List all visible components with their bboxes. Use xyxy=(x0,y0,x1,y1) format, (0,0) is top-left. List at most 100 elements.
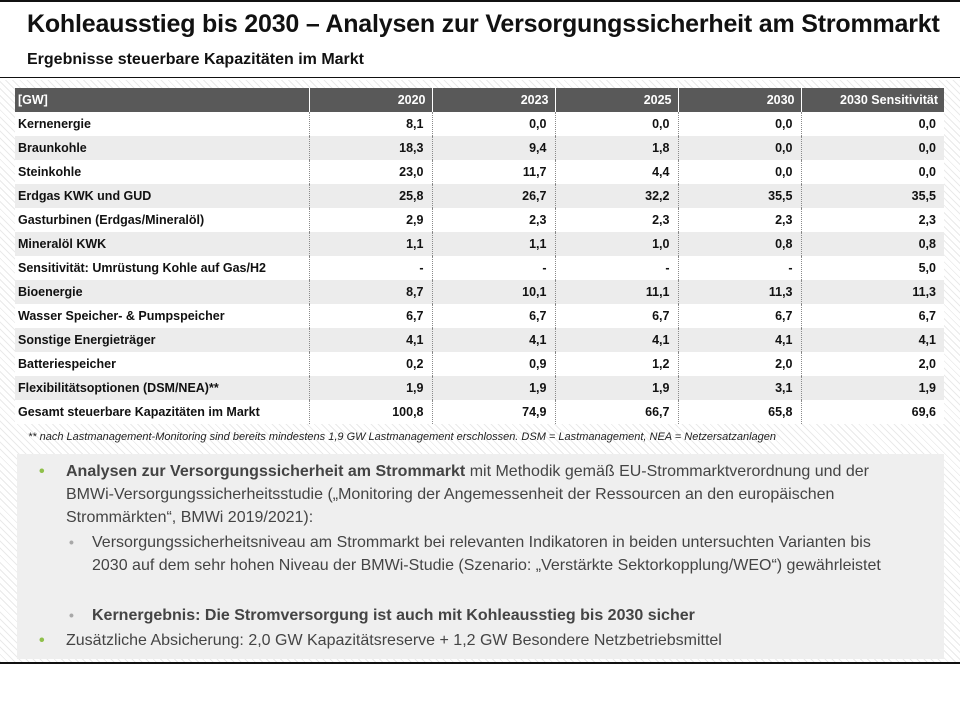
table-cell: 6,7 xyxy=(678,304,802,328)
table-cell: 11,7 xyxy=(432,160,556,184)
table-row: Braunkohle 18,3 9,4 1,8 0,0 0,0 xyxy=(15,136,944,160)
column-header-unit: [GW] xyxy=(15,88,310,112)
title-area: Kohleausstieg bis 2030 – Analysen zur Ve… xyxy=(0,0,960,78)
row-label: Steinkohle xyxy=(15,160,310,184)
table-cell: 1,9 xyxy=(309,376,433,400)
table-cell: 0,0 xyxy=(678,136,802,160)
table-cell: 6,7 xyxy=(432,304,556,328)
table-cell: 25,8 xyxy=(309,184,433,208)
table-cell: 2,3 xyxy=(432,208,556,232)
table-cell: 35,5 xyxy=(801,184,944,208)
table-cell: 6,7 xyxy=(801,304,944,328)
row-label: Flexibilitätsoptionen (DSM/NEA)** xyxy=(15,376,310,400)
subbullet-core-result-text: Kernergebnis: Die Stromversorgung ist au… xyxy=(92,604,902,627)
table-cell: 1,9 xyxy=(432,376,556,400)
row-label: Erdgas KWK und GUD xyxy=(15,184,310,208)
table-cell: 0,9 xyxy=(432,352,556,376)
table-cell: 0,8 xyxy=(678,232,802,256)
subbullet-level-text: Versorgungssicherheitsniveau am Strommar… xyxy=(92,534,881,574)
table-cell: 100,8 xyxy=(309,400,433,424)
bullet-analysis-text: Analysen zur Versorgungssicherheit am St… xyxy=(66,460,906,529)
table-cell: - xyxy=(432,256,556,280)
row-label: Kernenergie xyxy=(15,112,310,136)
table-cell: 8,1 xyxy=(309,112,433,136)
bullet-dot: • xyxy=(39,632,45,649)
table-cell: 1,2 xyxy=(555,352,679,376)
table-cell: 5,0 xyxy=(801,256,944,280)
table-cell: 66,7 xyxy=(555,400,679,424)
table-body: Kernenergie 8,1 0,0 0,0 0,0 0,0 Braunkohle 18,3… xyxy=(15,112,944,424)
table-cell: 2,3 xyxy=(801,208,944,232)
table-cell: 0,8 xyxy=(801,232,944,256)
table-cell: 0,0 xyxy=(678,112,802,136)
table-cell: 0,0 xyxy=(801,136,944,160)
row-label: Gesamt steuerbare Kapazitäten im Markt xyxy=(15,400,310,424)
table-cell: - xyxy=(309,256,433,280)
table-cell: 32,2 xyxy=(555,184,679,208)
capacity-table: [GW] 2020 2023 2025 2030 2030 Sensitivität Ke… xyxy=(15,88,944,424)
table-row: Sensitivität: Umrüstung Kohle auf Gas/H2… xyxy=(15,256,944,280)
table-cell: 26,7 xyxy=(432,184,556,208)
table-cell: 6,7 xyxy=(309,304,433,328)
subbullet-dot: • xyxy=(69,607,74,623)
table-cell: 1,1 xyxy=(432,232,556,256)
table-cell: 3,1 xyxy=(678,376,802,400)
table-cell: 4,1 xyxy=(678,328,802,352)
row-label: Gasturbinen (Erdgas/Mineralöl) xyxy=(15,208,310,232)
table-cell: 0,0 xyxy=(801,112,944,136)
core-result-bold: Kernergebnis: Die Stromversorgung ist au… xyxy=(92,607,695,624)
table-cell: 35,5 xyxy=(678,184,802,208)
table-cell: 23,0 xyxy=(309,160,433,184)
table-row: Gesamt steuerbare Kapazitäten im Markt 10… xyxy=(15,400,944,424)
table-cell: - xyxy=(678,256,802,280)
row-label: Batteriespeicher xyxy=(15,352,310,376)
table-cell: 2,0 xyxy=(801,352,944,376)
table-cell: 0,0 xyxy=(678,160,802,184)
table-cell: 1,8 xyxy=(555,136,679,160)
table-row: Flexibilitätsoptionen (DSM/NEA)** 1,9 1,9 1… xyxy=(15,376,944,400)
title-rule xyxy=(0,77,960,78)
table-row: Mineralöl KWK 1,1 1,1 1,0 0,8 0,8 xyxy=(15,232,944,256)
page-subtitle: Ergebnisse steuerbare Kapazitäten im Mar… xyxy=(27,51,365,68)
row-label: Mineralöl KWK xyxy=(15,232,310,256)
table-cell: 2,0 xyxy=(678,352,802,376)
column-header-1: 2020 xyxy=(309,88,433,112)
row-label: Sensitivität: Umrüstung Kohle auf Gas/H2 xyxy=(15,256,310,280)
table-cell: 11,3 xyxy=(801,280,944,304)
bullet-dot: • xyxy=(39,463,45,480)
table-header: [GW] 2020 2023 2025 2030 2030 Sensitivität xyxy=(15,88,944,112)
bullet-additional-text: Zusätzliche Absicherung: 2,0 GW Kapazitä… xyxy=(66,632,722,649)
table-row: Kernenergie 8,1 0,0 0,0 0,0 0,0 xyxy=(15,112,944,136)
table-cell: 0,0 xyxy=(801,160,944,184)
table-cell: 4,1 xyxy=(555,328,679,352)
table-cell: 4,4 xyxy=(555,160,679,184)
table-row: Steinkohle 23,0 11,7 4,4 0,0 0,0 xyxy=(15,160,944,184)
table-row: Sonstige Energieträger 4,1 4,1 4,1 4,1 4,1 xyxy=(15,328,944,352)
table-cell: 10,1 xyxy=(432,280,556,304)
column-header-5: 2030 Sensitivität xyxy=(801,88,944,112)
column-header-2: 2023 xyxy=(432,88,556,112)
header-row: [GW] 2020 2023 2025 2030 2030 Sensitivität xyxy=(15,88,944,112)
row-label: Bioenergie xyxy=(15,280,310,304)
table-cell: 4,1 xyxy=(432,328,556,352)
column-header-3: 2025 xyxy=(555,88,679,112)
table-cell: 2,3 xyxy=(555,208,679,232)
table-cell: 0,2 xyxy=(309,352,433,376)
table-cell: - xyxy=(555,256,679,280)
bullet-analysis-rest: mit Methodik gemäß EU-Strommarktverordnu… xyxy=(66,463,869,526)
row-label: Wasser Speicher- & Pumpspeicher xyxy=(15,304,310,328)
table-row: Erdgas KWK und GUD 25,8 26,7 32,2 35,5 35,5 xyxy=(15,184,944,208)
top-rule xyxy=(0,0,960,2)
table-cell: 11,3 xyxy=(678,280,802,304)
table-cell: 11,1 xyxy=(555,280,679,304)
table-row: Gasturbinen (Erdgas/Mineralöl) 2,9 2,3 2,3 2… xyxy=(15,208,944,232)
table-row: Bioenergie 8,7 10,1 11,1 11,3 11,3 xyxy=(15,280,944,304)
table-cell: 2,9 xyxy=(309,208,433,232)
table-cell: 0,0 xyxy=(555,112,679,136)
table-row: Batteriespeicher 0,2 0,9 1,2 2,0 2,0 xyxy=(15,352,944,376)
table-cell: 8,7 xyxy=(309,280,433,304)
subbullet-dot: • xyxy=(69,534,74,550)
table-cell: 18,3 xyxy=(309,136,433,160)
table-cell: 65,8 xyxy=(678,400,802,424)
findings-panel: • Analysen zur Versorgungssicherheit am … xyxy=(17,454,944,659)
